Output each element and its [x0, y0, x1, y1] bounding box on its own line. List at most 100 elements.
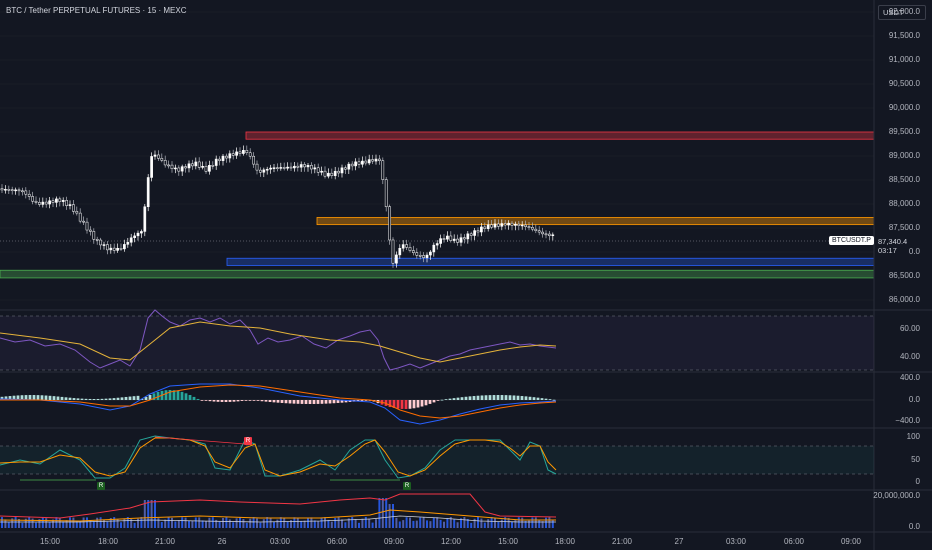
candle-body — [21, 190, 24, 193]
candle-body — [109, 247, 113, 251]
volume-bar — [317, 521, 320, 528]
candle-body — [119, 248, 123, 250]
candle-body — [259, 169, 262, 173]
volume-bar — [120, 522, 122, 528]
macd-histogram-bar — [100, 398, 104, 400]
volume-bar — [188, 520, 190, 528]
candle-body — [269, 167, 272, 170]
candle-body — [497, 223, 500, 227]
candle-body — [201, 165, 204, 168]
candle-body — [401, 244, 405, 249]
rsi-panel[interactable] — [0, 309, 874, 371]
volume-bar — [86, 517, 88, 528]
macd-histogram-bar — [548, 399, 552, 400]
volume-bar — [344, 522, 347, 528]
currency-button[interactable]: USDT — [878, 5, 926, 20]
volume-bar — [358, 522, 360, 528]
volume-bar — [7, 522, 10, 528]
volume-bar — [35, 522, 37, 528]
time-axis-label: 15:00 — [39, 537, 61, 546]
volume-bar — [113, 517, 116, 528]
candle-body — [316, 167, 320, 173]
divergence-line — [154, 436, 246, 445]
candle-body — [340, 167, 344, 174]
macd-histogram-bar — [516, 395, 520, 400]
candle-body — [27, 193, 31, 197]
candle-body — [123, 244, 126, 250]
volume-bar — [531, 517, 534, 528]
rsi-axis-label: 40.00 — [899, 352, 920, 361]
candle-body — [459, 237, 463, 243]
candle-body — [146, 177, 150, 207]
candle-body — [490, 224, 493, 228]
candle-body — [551, 234, 555, 237]
macd-histogram-bar — [524, 396, 528, 400]
volume-bar — [99, 517, 102, 528]
candle-body — [306, 165, 310, 168]
volume-bar — [228, 519, 231, 528]
volume-bar — [487, 519, 490, 528]
macd-histogram-bar — [12, 395, 16, 400]
macd-histogram-bar — [28, 395, 32, 400]
candle-body — [238, 151, 242, 154]
candle-body — [95, 239, 99, 241]
candle-body — [541, 231, 544, 235]
volume-bar — [324, 517, 326, 528]
candle-body — [486, 224, 490, 229]
candle-body — [265, 168, 269, 171]
candle-body — [225, 155, 228, 159]
stoch-axis-label: 0 — [915, 477, 920, 486]
stoch-axis-label: 100 — [906, 432, 920, 441]
macd-panel[interactable] — [0, 383, 874, 425]
macd-histogram-bar — [360, 400, 364, 401]
volume-bar — [103, 519, 105, 528]
volume-bar — [109, 518, 112, 528]
time-axis-label: 21:00 — [154, 537, 176, 546]
volume-bar — [198, 517, 201, 528]
candle-body — [344, 167, 347, 170]
macd-histogram-bar — [180, 391, 184, 400]
macd-signal-line — [0, 384, 557, 419]
macd-histogram-bar — [476, 395, 480, 400]
candle-body — [293, 165, 296, 169]
volume-bar — [249, 518, 252, 528]
candle-body — [174, 167, 177, 170]
macd-histogram-bar — [324, 400, 328, 404]
macd-histogram-bar — [444, 399, 448, 400]
volume-bar — [259, 522, 262, 528]
macd-histogram-bar — [24, 395, 28, 400]
volume-red-line — [0, 493, 557, 519]
volume-bar — [177, 520, 180, 528]
signal-marker: R — [244, 437, 252, 445]
candle-body — [204, 165, 208, 172]
macd-histogram-bar — [528, 396, 532, 400]
candle-body — [24, 190, 28, 195]
candle-body — [330, 172, 334, 176]
macd-histogram-bar — [256, 400, 260, 401]
volume-bar — [483, 522, 486, 528]
candle-body — [228, 153, 232, 159]
volume-bar — [341, 519, 343, 528]
symbol-title[interactable]: BTC / Tether PERPETUAL FUTURES · 15 · ME… — [6, 6, 187, 15]
price-axis-label: 86,000.0 — [888, 295, 920, 304]
volume-bar — [460, 518, 462, 528]
macd-histogram-bar — [260, 400, 264, 402]
macd-histogram-bar — [532, 397, 536, 400]
volume-bar — [208, 517, 211, 528]
macd-histogram-bar — [4, 396, 8, 400]
volume-bar — [514, 520, 517, 528]
candle-body — [0, 188, 4, 191]
time-axis-label: 18:00 — [554, 537, 576, 546]
candle-body — [143, 206, 147, 232]
volume-panel[interactable] — [0, 493, 557, 528]
macd-histogram-bar — [112, 398, 116, 400]
macd-histogram-bar — [20, 395, 24, 400]
stoch-panel[interactable] — [0, 435, 874, 481]
macd-histogram-bar — [80, 398, 84, 400]
macd-histogram-bar — [16, 395, 20, 400]
volume-bar — [69, 517, 71, 528]
macd-histogram-bar — [264, 400, 268, 402]
volume-bar — [157, 518, 160, 528]
volume-bar — [286, 521, 289, 528]
